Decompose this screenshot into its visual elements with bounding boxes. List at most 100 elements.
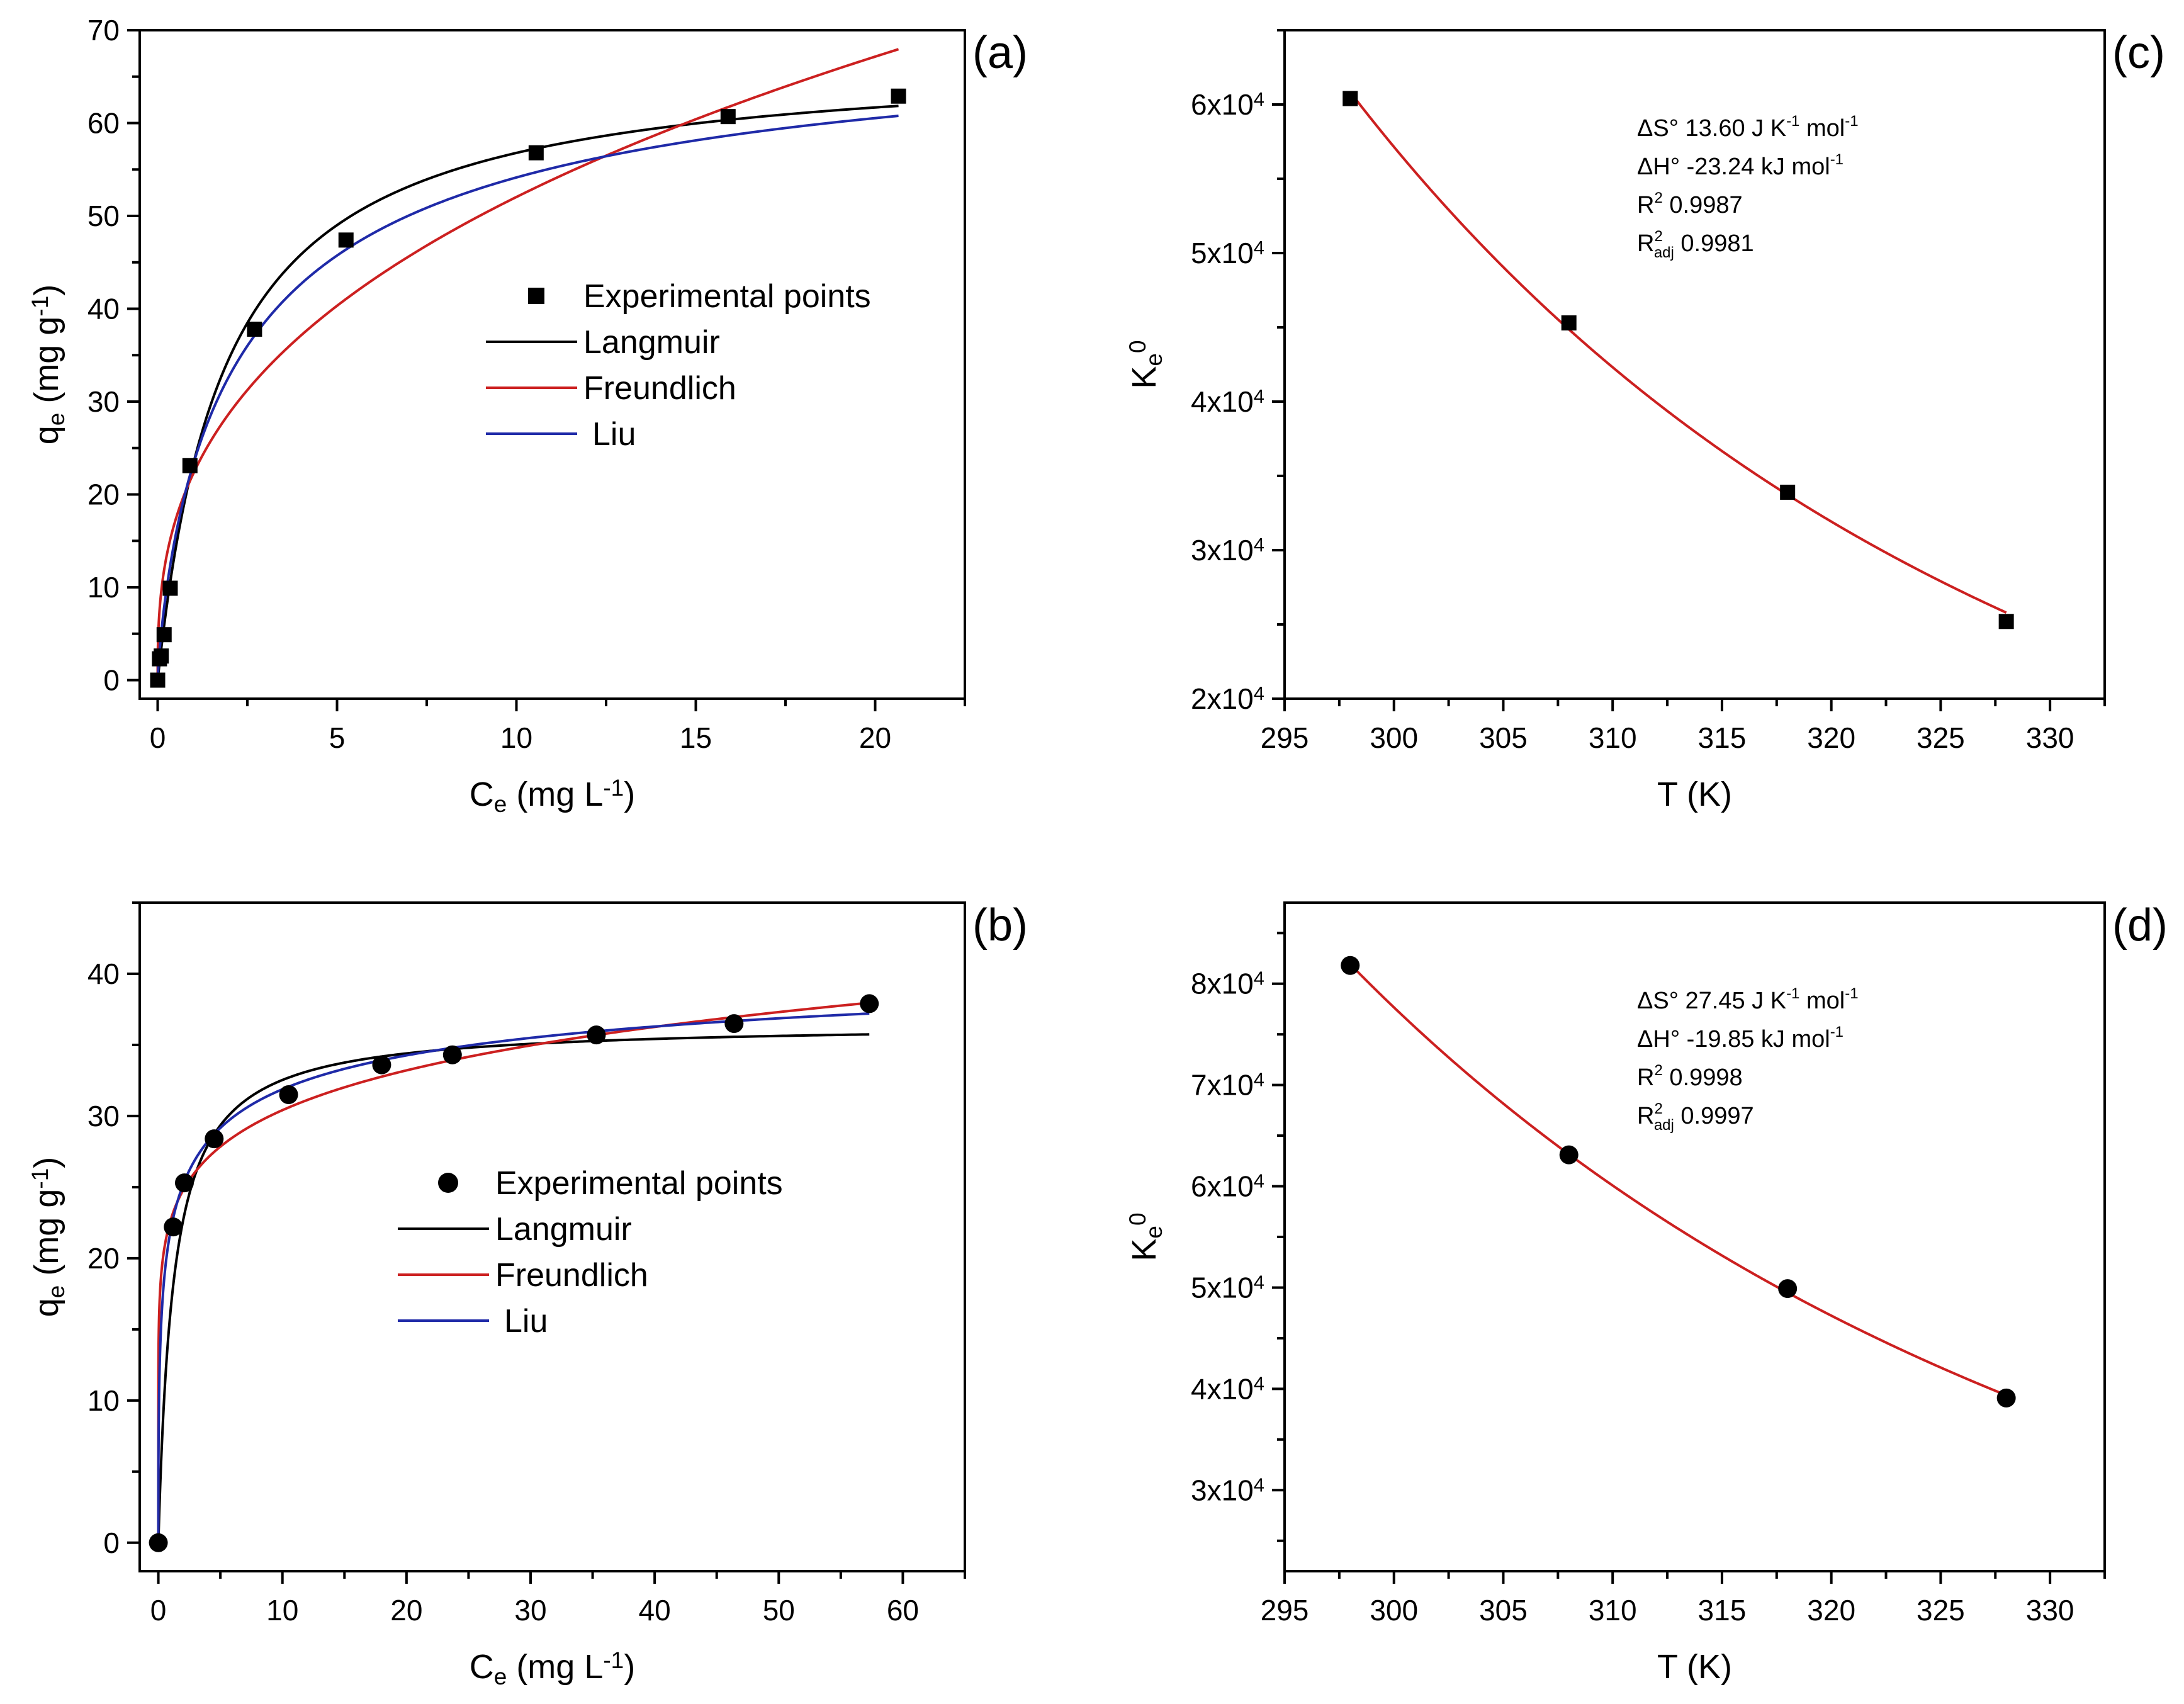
y-tick-label: 3x104 xyxy=(1191,534,1264,567)
data-point xyxy=(891,88,906,104)
data-point xyxy=(1342,91,1358,106)
data-point xyxy=(150,672,166,688)
legend-label: Freundlich xyxy=(583,370,736,407)
fit-curve-langmuir xyxy=(156,104,899,680)
legend-label: Experimental points xyxy=(495,1165,783,1202)
data-point xyxy=(247,321,262,337)
fit-curve-van-t-hoff-fit xyxy=(1349,963,2007,1397)
y-axis-title: Ke0 xyxy=(1125,1212,1167,1261)
x-tick-label: 0 xyxy=(150,1594,167,1627)
x-axis-title: T (K) xyxy=(1657,776,1732,813)
legend-label: Langmuir xyxy=(495,1211,632,1248)
x-tick-label: 295 xyxy=(1261,1594,1309,1627)
y-tick-label: 6x104 xyxy=(1191,88,1264,121)
legend-marker xyxy=(528,288,544,304)
legend-label: Freundlich xyxy=(495,1257,648,1294)
x-tick-label: 20 xyxy=(859,721,891,754)
panel-label: (b) xyxy=(972,900,1028,951)
data-point xyxy=(1559,1145,1579,1165)
y-tick-label: 5x104 xyxy=(1191,1271,1264,1304)
y-tick-label: 20 xyxy=(87,478,120,511)
y-tick-label: 4x104 xyxy=(1191,385,1264,418)
y-tick-label: 40 xyxy=(87,293,120,325)
plot-frame xyxy=(138,901,966,1572)
data-point xyxy=(1778,1279,1798,1299)
legend-label: Liu xyxy=(592,416,636,453)
y-tick-label: 4x104 xyxy=(1191,1372,1264,1405)
data-point xyxy=(156,627,172,643)
x-tick-label: 50 xyxy=(763,1594,795,1627)
y-tick-label: 40 xyxy=(87,957,120,990)
annotation-line: ΔH° -19.85 kJ mol-1 xyxy=(1637,1024,1843,1052)
x-tick-label: 300 xyxy=(1370,721,1418,754)
x-tick-label: 325 xyxy=(1917,721,1965,754)
x-tick-label: 305 xyxy=(1479,721,1528,754)
annotation-box: ΔS° 27.45 J K-1 mol-1 ΔH° -19.85 kJ mol-1… xyxy=(1637,985,1859,1134)
data-point xyxy=(205,1129,224,1149)
plot-frame xyxy=(138,29,966,700)
y-tick-label: 0 xyxy=(103,1526,120,1559)
x-tick-label: 330 xyxy=(2026,1594,2074,1627)
x-tick-label: 15 xyxy=(680,721,712,754)
x-tick-label: 20 xyxy=(390,1594,422,1627)
y-tick-label: 30 xyxy=(87,385,120,418)
y-tick-label: 8x104 xyxy=(1191,968,1264,1000)
x-tick-label: 315 xyxy=(1698,1594,1747,1627)
chart-panel-c: 295 300 305 310 315 320 325 330 2x104 3x104 4x104 5… xyxy=(1125,28,2164,813)
x-axis-title: Ce (mg L-1) xyxy=(470,1647,636,1690)
x-tick-label: 60 xyxy=(887,1594,919,1627)
data-point xyxy=(372,1055,391,1075)
data-point xyxy=(154,648,169,664)
y-tick-label: 3x104 xyxy=(1191,1474,1264,1506)
y-tick-label: 6x104 xyxy=(1191,1170,1264,1203)
panel-label: (d) xyxy=(2112,900,2168,951)
y-tick-label: 50 xyxy=(87,200,120,232)
x-tick-label: 40 xyxy=(639,1594,671,1627)
annotation-line: R2 0.9987 xyxy=(1637,189,1743,218)
x-tick-label: 325 xyxy=(1917,1594,1965,1627)
y-tick-label: 30 xyxy=(87,1100,120,1132)
y-axis-title: qe (mg g-1) xyxy=(27,1157,69,1317)
fit-curve-van-t-hoff-fit xyxy=(1349,91,2007,614)
x-tick-label: 315 xyxy=(1698,721,1747,754)
x-tick-label: 320 xyxy=(1807,721,1855,754)
x-tick-label: 310 xyxy=(1589,1594,1637,1627)
x-tick-label: 295 xyxy=(1261,721,1309,754)
data-point xyxy=(279,1085,298,1105)
x-axis-title: T (K) xyxy=(1657,1648,1732,1686)
data-point xyxy=(1561,315,1577,330)
data-point xyxy=(528,145,544,161)
y-tick-label: 10 xyxy=(87,571,120,604)
data-point xyxy=(587,1025,606,1045)
data-point xyxy=(1780,484,1796,500)
x-tick-label: 310 xyxy=(1589,721,1637,754)
data-point xyxy=(338,232,354,248)
legend-label: Experimental points xyxy=(583,278,871,315)
y-axis-title: Ke0 xyxy=(1125,340,1167,388)
plot-frame xyxy=(1283,29,2106,700)
fit-curve-liu xyxy=(157,1012,870,1543)
annotation-line: R2 0.9998 xyxy=(1637,1062,1743,1091)
panel-label: (a) xyxy=(972,28,1028,78)
annotation-line: ΔS° 13.60 J K-1 mol-1 xyxy=(1637,113,1859,142)
legend: Experimental points Langmuir Freundlich Liu xyxy=(486,278,871,453)
y-tick-label: 10 xyxy=(87,1384,120,1417)
legend-label: Langmuir xyxy=(583,324,720,361)
x-tick-label: 330 xyxy=(2026,721,2074,754)
y-tick-label: 2x104 xyxy=(1191,682,1264,715)
data-point xyxy=(1998,614,2014,629)
y-tick-label: 20 xyxy=(87,1242,120,1275)
legend-label: Liu xyxy=(504,1303,548,1340)
data-point xyxy=(724,1014,744,1034)
annotation-line: R2 adj 0.9981 xyxy=(1637,228,1754,261)
y-tick-label: 0 xyxy=(103,664,120,697)
chart-panel-d: 295 300 305 310 315 320 325 330 3x104 4x104 5x104 6… xyxy=(1125,900,2168,1686)
legend: Experimental points Langmuir Freundlich Liu xyxy=(398,1165,783,1340)
data-point xyxy=(149,1533,168,1552)
data-point xyxy=(442,1045,462,1064)
fit-curve-liu xyxy=(156,115,899,680)
panel-label: (c) xyxy=(2112,28,2165,78)
